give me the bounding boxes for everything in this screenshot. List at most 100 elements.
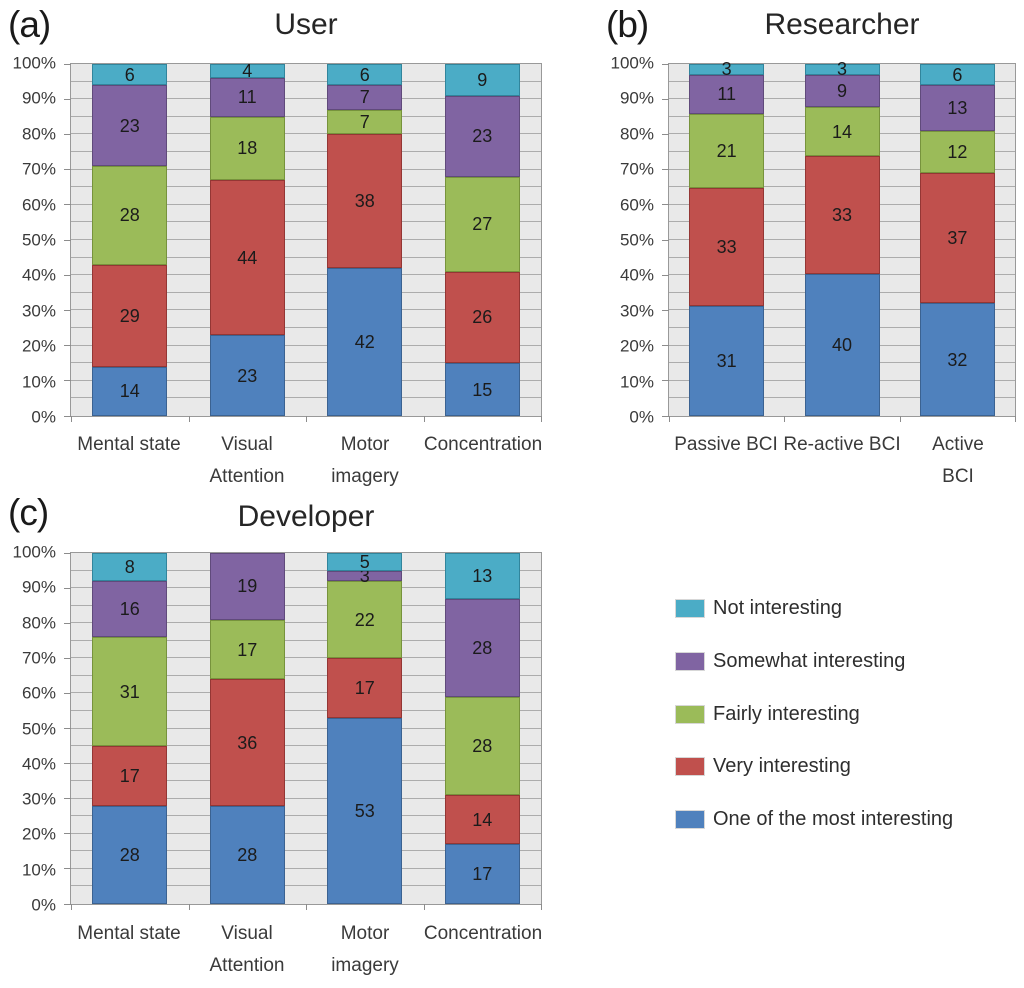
- y-axis-tick: [662, 274, 669, 276]
- gridline: [71, 850, 541, 852]
- legend-swatch-fairly: [675, 704, 705, 724]
- legend-swatch-most: [675, 809, 705, 829]
- bar-segment-somewhat: [444, 598, 520, 697]
- bar-segment-somewhat: [689, 74, 765, 114]
- x-axis-labels-user: Mental state Visual Attention Motor imager…: [70, 429, 542, 499]
- category-label: Re-active BCI: [783, 434, 901, 455]
- data-label: 53: [354, 801, 375, 821]
- x-axis-tick: [784, 416, 786, 422]
- category-label: Mental state: [77, 434, 181, 455]
- data-label: 17: [354, 678, 375, 699]
- x-axis-tick: [71, 416, 72, 422]
- gridline: [71, 762, 541, 764]
- bar-segment-very: [209, 679, 285, 806]
- legend-label: One of the most interesting: [713, 807, 954, 830]
- bar-segment-most: [444, 844, 520, 904]
- legend-label: Very interesting: [713, 754, 851, 777]
- x-axis-tick: [541, 904, 542, 910]
- data-label: 28: [472, 637, 493, 658]
- y-tick-label: 70%: [21, 159, 56, 179]
- y-axis-tick: [64, 345, 71, 347]
- y-tick-label: 100%: [12, 53, 56, 73]
- y-axis-tick: [64, 903, 71, 905]
- gridline: [71, 832, 541, 834]
- category-label: Passive BCI: [674, 434, 778, 455]
- y-tick-label: 40%: [21, 265, 56, 285]
- gridline: [71, 221, 541, 223]
- y-tick-label: 90%: [619, 88, 654, 108]
- legend-swatch-somewhat: [675, 651, 705, 671]
- gridline: [71, 115, 541, 117]
- gridline: [71, 98, 541, 100]
- bar-segment-most: [804, 273, 880, 416]
- y-tick-label: 100%: [610, 53, 654, 73]
- y-axis-tick: [64, 204, 71, 206]
- y-axis-tick: [64, 98, 71, 100]
- bar-segment-most: [92, 805, 168, 904]
- y-tick-label: 30%: [21, 789, 56, 809]
- legend-label: Not interesting: [713, 596, 842, 619]
- y-tick-label: 60%: [21, 195, 56, 215]
- gridline: [71, 133, 541, 135]
- legend-item-somewhat: Somewhat interesting: [675, 650, 905, 672]
- plot-area-developer: 28 17 31 16 8 28 36 17 19 53 17 22 3 5 17 14 28 28 13: [64, 552, 542, 910]
- panel-label-a: (a): [8, 4, 51, 45]
- y-tick-label: 80%: [619, 124, 654, 144]
- y-axis-tick: [64, 587, 71, 589]
- y-tick-label: 80%: [21, 124, 56, 144]
- gridline: [71, 80, 541, 82]
- data-label: 27: [472, 214, 493, 235]
- gridline: [71, 291, 541, 293]
- bar-segment-most: [919, 303, 995, 416]
- bar-segment-very: [444, 795, 520, 845]
- bar-segment-very: [92, 264, 168, 367]
- y-tick-label: 50%: [619, 230, 654, 250]
- data-label: 12: [947, 142, 968, 162]
- y-tick-label: 50%: [21, 719, 56, 738]
- bar-segment-fairly: [92, 166, 168, 265]
- gridline: [71, 239, 541, 240]
- category-label: Motor imagery: [331, 923, 399, 976]
- gridline: [71, 168, 541, 170]
- data-label: 8: [124, 557, 135, 578]
- y-axis-labels-researcher: 0% 10% 20% 30% 40% 50% 60% 70% 80% 90% 100%: [590, 55, 654, 426]
- y-tick-label: 40%: [619, 265, 654, 285]
- x-axis-labels-researcher: Passive BCI Re-active BCI Active BCI: [668, 429, 1016, 487]
- gridline: [71, 362, 541, 364]
- y-axis-tick: [64, 763, 71, 765]
- data-label: 28: [119, 205, 140, 226]
- legend-label: Fairly interesting: [713, 702, 860, 725]
- y-tick-label: 60%: [619, 195, 654, 215]
- chart-title-researcher: Researcher: [764, 8, 920, 41]
- data-label: 28: [237, 844, 258, 865]
- data-label: 9: [836, 80, 848, 101]
- bar-segment-not: [804, 64, 880, 75]
- y-tick-label: 60%: [21, 683, 56, 703]
- x-axis-tick: [306, 904, 307, 910]
- gridline: [71, 203, 541, 205]
- data-label: 18: [237, 138, 258, 159]
- y-axis-tick: [64, 309, 71, 311]
- data-label: 17: [119, 765, 140, 786]
- category-label: Active BCI: [932, 434, 984, 487]
- data-label: 23: [472, 126, 493, 147]
- gridline: [71, 622, 541, 624]
- x-axis-tick: [423, 416, 425, 422]
- y-axis-tick: [64, 169, 71, 171]
- y-tick-label: 70%: [619, 159, 654, 179]
- data-label: 4: [242, 61, 253, 82]
- gridline: [71, 639, 541, 641]
- y-axis-tick: [64, 622, 71, 624]
- y-tick-label: 10%: [619, 372, 654, 392]
- y-tick-label: 0%: [629, 407, 654, 427]
- x-axis-tick: [306, 416, 307, 422]
- y-tick-label: 50%: [21, 230, 56, 250]
- bar-segment-not: [327, 64, 403, 86]
- data-label: 28: [119, 844, 140, 865]
- y-tick-label: 20%: [21, 336, 56, 356]
- panel-label-b: (b): [606, 4, 649, 45]
- bar-segment-most: [209, 805, 285, 904]
- data-label: 31: [716, 350, 737, 371]
- y-tick-label: 0%: [31, 407, 56, 427]
- gridline: [71, 709, 541, 711]
